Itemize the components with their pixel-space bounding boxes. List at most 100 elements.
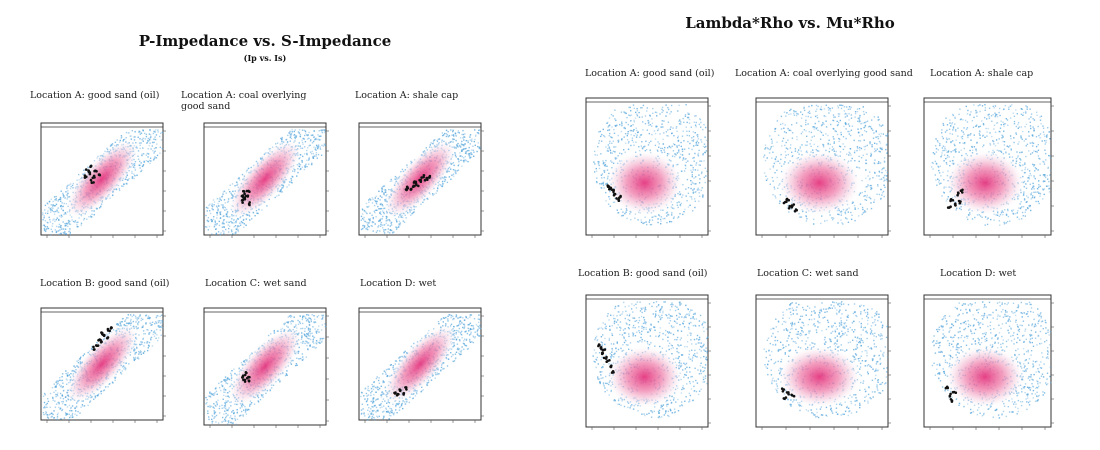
cluster-points xyxy=(606,184,622,202)
cluster-point xyxy=(785,200,788,204)
cluster-point xyxy=(948,206,951,209)
cluster-point xyxy=(248,190,251,193)
cluster-points xyxy=(597,343,615,374)
density-core xyxy=(944,150,1026,216)
cluster-point xyxy=(83,176,87,179)
ip-is-caption-5: Location C: wet sand xyxy=(205,278,307,289)
ip-is-plot-1 xyxy=(40,122,166,238)
cluster-points xyxy=(780,387,796,400)
ip-is-plot-2 xyxy=(203,122,329,238)
ip-is-subtitle: (Ip vs. Is) xyxy=(243,53,287,63)
cluster-point xyxy=(608,187,611,191)
cluster-point xyxy=(241,374,245,377)
cluster-point xyxy=(248,201,251,204)
cluster-point xyxy=(422,174,426,177)
density-cloud xyxy=(592,301,709,419)
density-core xyxy=(64,138,140,220)
cluster-point xyxy=(602,356,606,360)
plot-frame xyxy=(203,122,327,236)
cluster-point xyxy=(949,199,952,203)
cluster-point xyxy=(957,199,961,203)
cluster-point xyxy=(425,176,428,180)
cluster-point xyxy=(790,393,793,397)
plot-frame xyxy=(755,294,889,428)
plot-frame xyxy=(755,97,889,236)
cluster-point xyxy=(91,176,95,180)
cluster-point xyxy=(394,391,397,394)
density-core xyxy=(227,326,303,407)
cluster-point xyxy=(89,165,93,168)
cluster-point xyxy=(106,329,110,332)
cluster-point xyxy=(611,370,615,373)
cluster-point xyxy=(788,205,791,208)
cluster-point xyxy=(600,352,604,356)
cluster-point xyxy=(248,375,251,379)
cluster-point xyxy=(413,184,416,188)
lr-mr-plot-1 xyxy=(585,97,711,238)
cluster-point xyxy=(604,357,608,360)
cluster-point xyxy=(92,181,95,184)
cluster-point xyxy=(615,197,618,200)
cluster-point xyxy=(247,379,251,383)
lr-mr-caption-2: Location A: coal overlying good sand xyxy=(735,68,913,79)
cluster-point xyxy=(948,394,952,398)
cluster-point xyxy=(246,194,250,197)
cluster-point xyxy=(99,338,102,342)
cluster-point xyxy=(607,185,611,188)
lr-mr-caption-4: Location B: good sand (oil) xyxy=(578,268,708,279)
cluster-points xyxy=(782,197,798,213)
density-core xyxy=(944,345,1026,409)
lr-mr-caption-1: Location A: good sand (oil) xyxy=(585,68,715,79)
cluster-point xyxy=(245,376,249,380)
cluster-point xyxy=(243,378,247,382)
density-core xyxy=(227,138,303,220)
cluster-point xyxy=(795,208,798,212)
cluster-points xyxy=(944,385,958,403)
plot-frame xyxy=(358,307,482,421)
cluster-point xyxy=(954,202,957,205)
cluster-point xyxy=(83,174,87,177)
density-core xyxy=(605,345,684,409)
cluster-point xyxy=(944,386,948,390)
cluster-point xyxy=(94,344,98,347)
cluster-point xyxy=(961,191,964,194)
cluster-point xyxy=(96,344,100,347)
lr-mr-plot-5 xyxy=(755,294,891,430)
ip-is-title: P-Impedance vs. S-Impedance xyxy=(138,32,392,50)
lr-mr-plot-2 xyxy=(755,97,891,238)
cluster-point xyxy=(946,386,950,390)
cluster-point xyxy=(417,184,420,188)
cluster-point xyxy=(951,390,955,394)
cluster-point xyxy=(241,201,244,204)
ip-is-caption-6: Location D: wet xyxy=(360,278,437,289)
cluster-point xyxy=(956,193,959,197)
cluster-point xyxy=(782,397,786,400)
lr-mr-caption-5: Location C: wet sand xyxy=(757,268,859,279)
density-core xyxy=(777,150,862,216)
cluster-point xyxy=(599,346,603,349)
cluster-point xyxy=(612,188,615,192)
cluster-point xyxy=(954,391,958,394)
plot-frame xyxy=(585,97,709,236)
cluster-point xyxy=(244,371,248,374)
cluster-point xyxy=(106,336,110,339)
lr-mr-caption-6: Location D: wet xyxy=(940,268,1017,279)
cluster-points xyxy=(946,188,964,209)
cluster-point xyxy=(792,394,796,398)
cluster-point xyxy=(395,394,399,397)
cluster-point xyxy=(617,199,621,202)
cluster-points xyxy=(404,174,432,192)
cluster-point xyxy=(404,386,407,389)
cluster-point xyxy=(782,388,786,391)
cluster-points xyxy=(92,326,113,351)
density-core xyxy=(777,345,862,409)
cluster-point xyxy=(950,400,954,403)
plot-frame xyxy=(358,122,482,236)
cluster-point xyxy=(248,203,251,207)
cluster-point xyxy=(242,196,245,199)
cluster-point xyxy=(784,396,788,399)
cluster-point xyxy=(409,188,413,191)
cluster-point xyxy=(93,169,96,173)
cluster-point xyxy=(84,168,88,171)
cluster-point xyxy=(958,201,962,205)
